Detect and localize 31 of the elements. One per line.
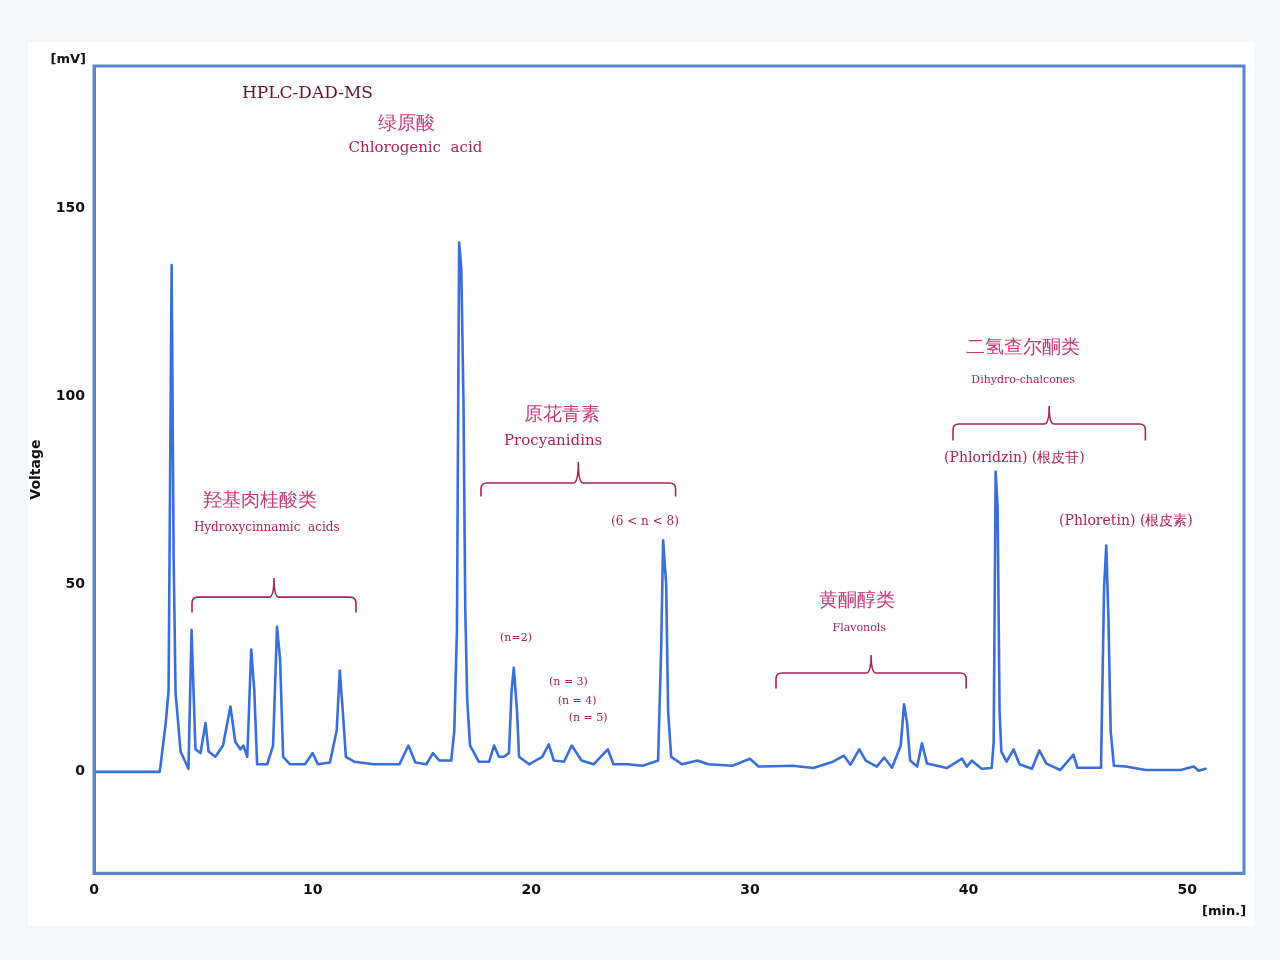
x-tick-label: 30 <box>740 881 760 898</box>
annotation: (n = 3) <box>549 674 588 688</box>
annotation: (Phloretin) (根皮素) <box>1059 511 1193 528</box>
text: HPLC-DAD-MS <box>242 82 373 103</box>
annotation: (n = 5) <box>568 710 608 724</box>
x-tick-label: 50 <box>1177 881 1198 898</box>
annotation: (n=2) <box>500 631 532 645</box>
x-tick-label: 0 <box>89 881 100 898</box>
annotation: Flavonols <box>832 620 887 634</box>
annotation: Hydroxycinnamic acids <box>193 519 340 534</box>
y-tick-label: 50 <box>65 574 86 591</box>
y-axis-title: Voltage <box>27 439 44 500</box>
annotation: 二氢查尔酮类 <box>966 335 1081 358</box>
annotation: Dihydro-chalcones <box>971 373 1076 387</box>
annotation: (Phloridzin) (根皮苷) <box>944 449 1085 466</box>
y-tick-label: 150 <box>55 199 86 216</box>
annotation: (n = 4) <box>557 694 597 708</box>
y-tick-label: 0 <box>75 762 86 779</box>
annotation: 羟基肉桂酸类 <box>203 488 318 511</box>
x-tick-label: 20 <box>521 881 542 898</box>
y-tick-label: 100 <box>55 387 86 404</box>
text: [mV] <box>50 51 87 67</box>
annotation: Chlorogenic acid <box>348 138 483 157</box>
x-tick-label: 10 <box>302 881 323 898</box>
annotation: (6 < n < 8) <box>611 513 679 528</box>
annotation: 绿原酸 <box>378 110 436 133</box>
text: [min.] <box>1202 902 1247 918</box>
annotation: 原花青素 <box>523 402 600 425</box>
annotation: 黄酮醇类 <box>819 588 896 611</box>
annotation: Procyanidins <box>503 431 603 450</box>
x-tick-label: 40 <box>958 881 979 898</box>
